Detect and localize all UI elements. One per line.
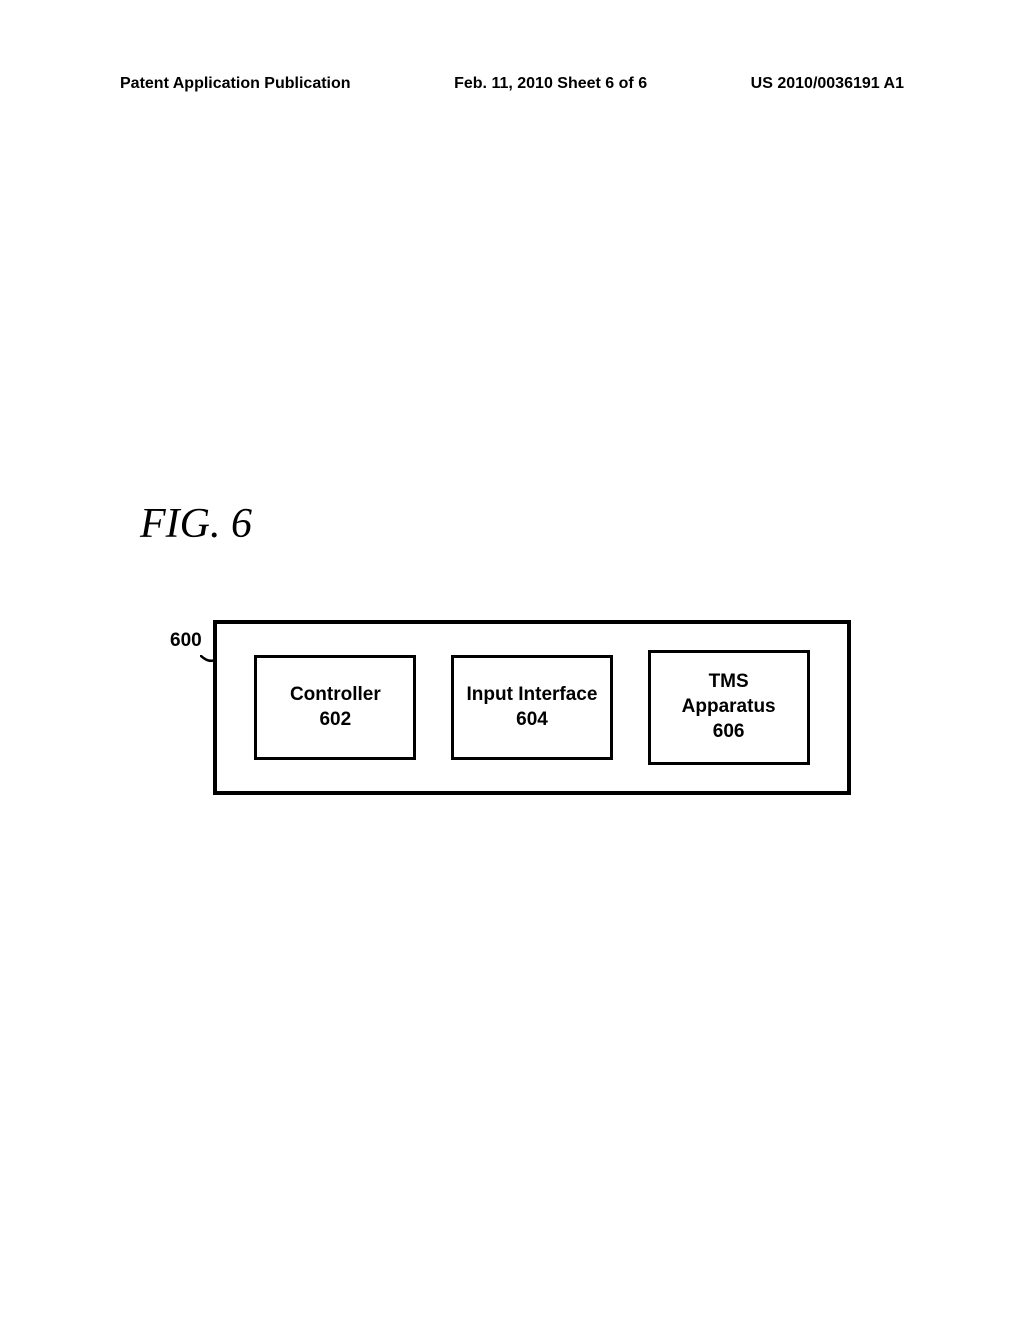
figure-label: FIG. 6	[140, 500, 252, 548]
page-header: Patent Application Publication Feb. 11, …	[0, 75, 1024, 93]
input-interface-number: 604	[516, 708, 548, 733]
tms-apparatus-block-606: TMS Apparatus 606	[648, 650, 810, 765]
controller-block-602: Controller 602	[254, 655, 416, 760]
reference-number-600: 600	[170, 630, 202, 652]
system-block-600: Controller 602 Input Interface 604 TMS A…	[213, 620, 851, 795]
publication-number: US 2010/0036191 A1	[751, 75, 904, 93]
controller-label: Controller	[290, 683, 381, 708]
tms-label-line2: Apparatus	[682, 695, 776, 720]
input-interface-block-604: Input Interface 604	[451, 655, 613, 760]
tms-label-line1: TMS	[709, 670, 749, 695]
publication-type: Patent Application Publication	[120, 75, 351, 93]
input-interface-label: Input Interface	[467, 683, 598, 708]
date-sheet-info: Feb. 11, 2010 Sheet 6 of 6	[454, 75, 647, 93]
controller-number: 602	[319, 708, 351, 733]
tms-number: 606	[713, 720, 745, 745]
